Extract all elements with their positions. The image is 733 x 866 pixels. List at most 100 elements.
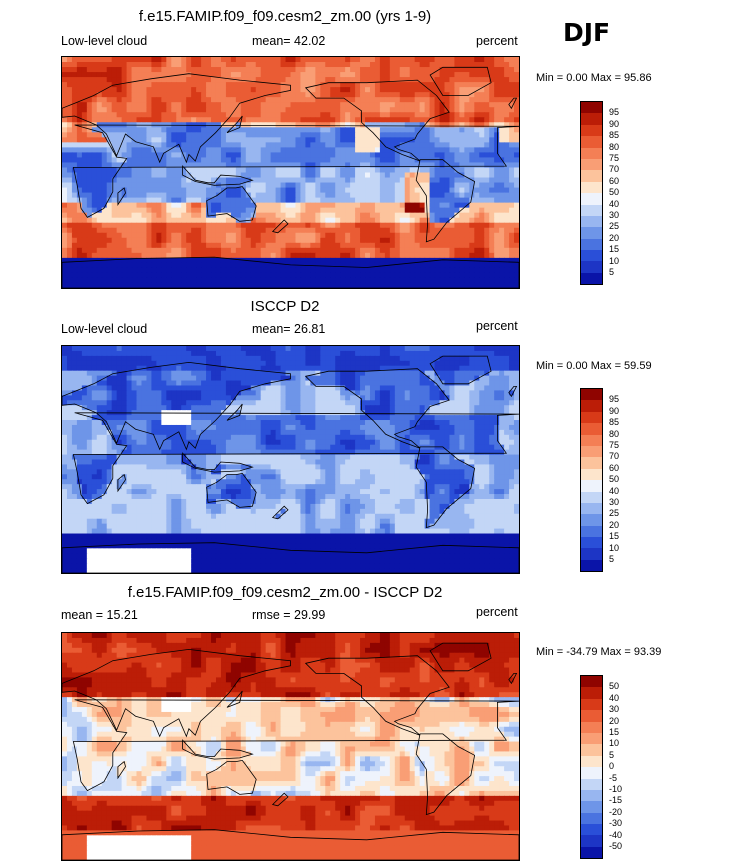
coastlines [62, 642, 519, 860]
colorbar-swatch [581, 400, 602, 412]
colorbar-swatch [581, 514, 602, 526]
colorbar-swatch [581, 801, 602, 813]
colorbar-label: 30 [609, 704, 620, 715]
panel2-units-label: percent [476, 319, 518, 333]
colorbar-swatch [581, 824, 602, 836]
colorbar-swatch [581, 250, 602, 262]
coastline-path [415, 159, 476, 243]
colorbar-swatch [581, 789, 602, 802]
colorbar-label: 70 [609, 164, 620, 175]
colorbar-swatch [581, 445, 602, 458]
panel3-units-label: percent [476, 605, 518, 619]
colorbar-label: 0 [609, 761, 615, 772]
panel3-minmax: Min = -34.79 Max = 93.39 [536, 646, 662, 658]
colorbar-swatch [581, 389, 602, 401]
colorbar-label: 15 [609, 531, 620, 542]
coastline-path [304, 368, 450, 449]
map-cells [62, 57, 519, 288]
coastline-path [62, 73, 291, 164]
colorbar-swatch [581, 710, 602, 722]
panel3-title: f.e15.FAMIP.f09_f09.cesm2_zm.00 - ISCCP … [127, 584, 443, 601]
panel1-mean-label: mean= 42.02 [252, 34, 326, 48]
colorbar-swatch [581, 434, 602, 446]
coastline-path [182, 739, 254, 760]
coastline-path [226, 403, 243, 421]
colorbar-label: 10 [609, 738, 620, 749]
colorbar-swatch [581, 502, 602, 515]
panel1-left-label: Low-level cloud [61, 34, 148, 48]
colorbar-label: 10 [609, 542, 620, 553]
map-cells [62, 346, 519, 573]
coastline-path [415, 733, 476, 816]
colorbar-label: -50 [609, 841, 623, 851]
coastline-path [429, 642, 492, 672]
coastline-path [62, 256, 519, 288]
coastline-path [62, 542, 519, 573]
colorbar-label: 25 [609, 221, 620, 232]
colorbar-label: 15 [609, 727, 620, 737]
coastline-path [206, 472, 257, 508]
colorbar-label: 95 [609, 107, 620, 118]
colorbar-label: 40 [609, 198, 620, 209]
colorbar-swatch [581, 457, 602, 469]
coastline-path [62, 361, 291, 451]
colorbar-label: 20 [609, 715, 620, 726]
coastline-path [62, 648, 291, 738]
colorbar-label: 40 [609, 692, 620, 703]
coastline-path [429, 66, 492, 96]
colorbar-swatch [581, 559, 602, 572]
coastline-path [72, 124, 519, 218]
colorbar-swatch [581, 537, 602, 549]
colorbar-swatch [581, 193, 602, 205]
colorbar-swatch [581, 411, 602, 424]
colorbar-label: 75 [609, 153, 620, 163]
panel3-map-plot [62, 633, 519, 860]
colorbar-label: 15 [609, 244, 620, 255]
colorbar-swatch [581, 755, 602, 768]
coastline-path [182, 165, 254, 186]
colorbar-swatch [581, 812, 602, 825]
colorbar-swatch [581, 102, 602, 114]
panel1-map-plot [62, 57, 519, 288]
panel2-left-label: Low-level cloud [61, 322, 148, 336]
panel1-units-label: percent [476, 34, 518, 48]
coastline-path [271, 219, 289, 234]
coastline-path [62, 829, 519, 860]
colorbar-swatch [581, 215, 602, 228]
colorbar-label: 25 [609, 508, 620, 519]
colorbar-swatch [581, 767, 602, 779]
colorbar-label: 50 [609, 681, 620, 692]
panel1-minmax: Min = 0.00 Max = 95.86 [536, 72, 652, 84]
coastline-path [206, 759, 257, 795]
colorbar-swatch [581, 698, 602, 711]
panel2-mean-label: mean= 26.81 [252, 322, 326, 336]
colorbar-swatch [581, 732, 602, 745]
colorbar-swatch [581, 687, 602, 699]
colorbar-label: 60 [609, 462, 620, 473]
colorbar-swatches [580, 675, 603, 860]
colorbar-swatch [581, 136, 602, 148]
colorbar-swatch [581, 468, 602, 481]
colorbar-swatch [581, 676, 602, 688]
colorbar-swatch [581, 170, 602, 182]
coastline-path [206, 186, 257, 222]
colorbar-label: 70 [609, 451, 620, 462]
colorbar-label: 20 [609, 519, 620, 530]
coastline-path [182, 452, 254, 473]
colorbar-label: 85 [609, 417, 620, 428]
colorbar-label: 90 [609, 405, 620, 416]
colorbar-label: 30 [609, 497, 620, 507]
colorbar-swatch [581, 835, 602, 847]
colorbar-swatch [581, 181, 602, 194]
coastline-path [271, 505, 289, 520]
coastlines [62, 355, 519, 573]
colorbar-label: -10 [609, 784, 623, 794]
colorbar-label: 20 [609, 232, 620, 243]
colorbar-swatches [580, 101, 603, 286]
coastline-path [271, 792, 289, 807]
coastline-path [304, 79, 450, 162]
colorbar-swatch [581, 204, 602, 216]
panel2-map [61, 345, 520, 574]
colorbar-label: 50 [609, 187, 620, 198]
panel3-mean-label: mean = 15.21 [61, 608, 138, 622]
